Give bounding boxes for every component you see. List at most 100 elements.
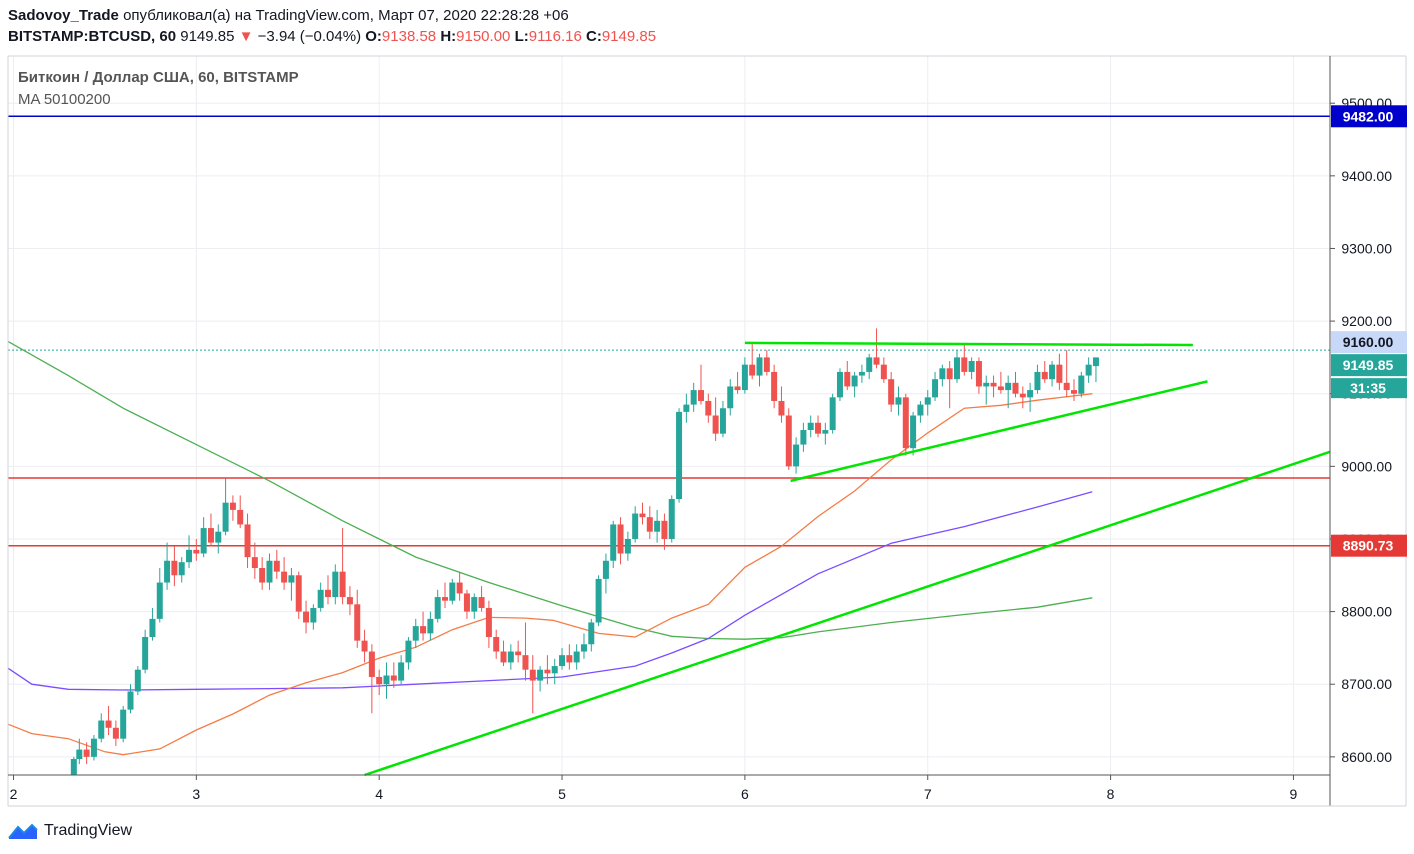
candle-down: [975, 361, 982, 387]
candle-up: [178, 562, 185, 576]
high-label: H:: [440, 28, 457, 45]
moving-averages: [7, 340, 1093, 756]
x-tick-label: 2: [10, 786, 18, 802]
candle-up: [741, 364, 748, 391]
candle-up: [851, 375, 858, 387]
candle-up: [222, 502, 229, 532]
x-tick-label: 7: [924, 786, 932, 802]
candle-down: [522, 655, 529, 670]
ohlc-line: BITSTAMP:BTCUSD, 60 9149.85 ▼ −3.94 (−0.…: [8, 26, 656, 48]
candle-up: [434, 597, 441, 619]
low-value: 9116.16: [528, 28, 582, 45]
candle-up: [1085, 364, 1092, 376]
price-tag-level: 9160.00: [1343, 334, 1394, 350]
price-tag-blue: 9482.00: [1343, 108, 1394, 124]
ma100-line: [7, 491, 1093, 691]
grid: [8, 56, 1330, 775]
down-arrow-icon: ▼: [238, 28, 254, 45]
candle-up: [288, 575, 295, 583]
candle-up: [1049, 364, 1056, 380]
candle-down: [639, 513, 646, 518]
candle-down: [112, 727, 119, 739]
symbol-label: BITSTAMP:BTCUSD, 60: [8, 28, 177, 45]
candle-up: [383, 675, 390, 685]
candle-down: [763, 357, 770, 372]
trendline-support-long[interactable]: [364, 450, 1331, 777]
candle-down: [529, 669, 536, 681]
candle-down: [873, 357, 880, 365]
price-tag-last: 9149.85: [1343, 357, 1394, 373]
price-axis[interactable]: 8600.008700.008800.008900.009000.009100.…: [1330, 95, 1392, 765]
legend-title: Биткоин / Доллар США, 60, BITSTAMP: [18, 69, 299, 86]
candle-up: [690, 390, 697, 405]
candle-down: [771, 371, 778, 401]
candle-up: [983, 382, 990, 387]
candle-up: [134, 669, 141, 692]
y-tick-label: 9000.00: [1341, 458, 1392, 474]
candle-down: [368, 651, 375, 677]
candle-down: [463, 593, 470, 612]
y-tick-label: 9400.00: [1341, 168, 1392, 184]
legend-indicator[interactable]: MA 50100200: [18, 91, 111, 108]
candle-up: [405, 640, 412, 663]
candle-up: [654, 520, 661, 532]
candle-up: [822, 430, 829, 434]
author-name[interactable]: Sadovoy_Trade: [8, 7, 119, 24]
candles: [70, 328, 1099, 775]
trendline-support-short[interactable]: [790, 380, 1208, 483]
candle-down: [237, 509, 244, 525]
published-text: опубликовал(а) на TradingView.com, Март …: [123, 7, 569, 24]
candle-down: [324, 589, 331, 598]
price-tag-blue-bg: [1331, 105, 1407, 128]
candle-up: [98, 720, 105, 739]
price-tag-countdown: 31:35: [1350, 380, 1386, 396]
candle-down: [961, 357, 968, 372]
candle-down: [1063, 382, 1070, 391]
candle-up: [602, 560, 609, 579]
price-labels: 9482.00 9160.00 9149.85 31:35 8890.73: [1331, 105, 1407, 557]
candle-down: [273, 560, 280, 572]
x-tick-label: 5: [558, 786, 566, 802]
candle-down: [354, 604, 361, 641]
price-tag-countdown-bg: [1331, 378, 1407, 399]
candle-up: [683, 404, 690, 412]
candle-up: [632, 513, 639, 539]
candle-up: [668, 499, 675, 539]
y-tick-label: 8600.00: [1341, 749, 1392, 765]
candle-down: [566, 655, 573, 663]
candle-down: [500, 651, 507, 663]
candle-down: [705, 400, 712, 416]
candle-down: [544, 669, 551, 674]
y-tick-label: 9300.00: [1341, 240, 1392, 256]
candle-up: [507, 651, 514, 663]
candle-down: [251, 557, 258, 569]
candle-down: [515, 651, 522, 656]
trendlines[interactable]: [364, 341, 1331, 777]
chart-frame: [7, 55, 1407, 807]
trendline-resistance[interactable]: [744, 341, 1193, 347]
candle-down: [390, 675, 397, 681]
candle-down: [1012, 382, 1019, 394]
candle-down: [778, 400, 785, 416]
candle-up: [939, 368, 946, 380]
candle-up: [866, 357, 873, 372]
candle-up: [200, 528, 207, 554]
candle-up: [932, 379, 939, 398]
time-axis[interactable]: 2 3 4 5 6 7 8 9: [10, 775, 1298, 802]
y-tick-label: 9200.00: [1341, 313, 1392, 329]
candle-down: [376, 676, 383, 685]
candle-down: [617, 524, 624, 554]
candle-down: [990, 382, 997, 387]
candle-up: [471, 597, 478, 612]
open-value: 9138.58: [381, 28, 437, 45]
candle-down: [749, 364, 756, 376]
candle-up: [953, 357, 960, 380]
candle-up: [559, 655, 566, 667]
publish-line: Sadovoy_Trade опубликовал(а) на TradingV…: [8, 6, 656, 26]
candle-up: [310, 607, 317, 623]
candle-down: [888, 379, 895, 405]
candle-down: [346, 597, 353, 605]
brand-name[interactable]: TradingView: [44, 822, 133, 839]
candle-up: [266, 560, 273, 583]
